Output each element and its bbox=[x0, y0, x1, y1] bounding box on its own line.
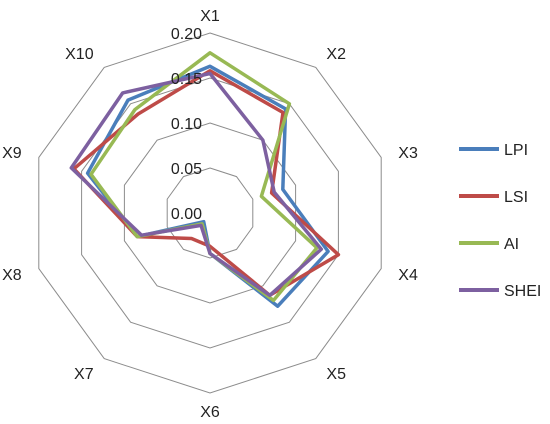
grid-ring-0 bbox=[166, 167, 254, 259]
tick-label: 0.15 bbox=[171, 71, 202, 88]
axis-label-x9: X9 bbox=[2, 145, 22, 162]
series-lpi-line bbox=[85, 64, 330, 308]
axis-label-x1: X1 bbox=[200, 8, 220, 25]
radial-ticks: 0.00 0.05 0.10 0.15 0.20 bbox=[171, 26, 202, 223]
tick-label: 0.05 bbox=[171, 161, 202, 178]
radar-series bbox=[69, 51, 341, 308]
legend-label-lpi: LPI bbox=[504, 142, 528, 159]
axis-label-x7: X7 bbox=[74, 366, 94, 383]
series-shei-line bbox=[69, 71, 324, 298]
radar-grid bbox=[38, 32, 382, 394]
axis-label-x6: X6 bbox=[200, 404, 220, 421]
axis-label-x10: X10 bbox=[65, 46, 94, 63]
legend-label-lsi: LSI bbox=[504, 189, 528, 206]
axis-label-x8: X8 bbox=[2, 267, 22, 284]
series-lsi-line bbox=[72, 69, 341, 298]
axis-label-x2: X2 bbox=[326, 46, 346, 63]
legend-label-shei: SHEI bbox=[504, 283, 541, 300]
tick-label: 0.00 bbox=[171, 206, 202, 223]
axis-labels: X1 X2 X3 X4 X5 X6 X7 X8 X9 X10 bbox=[2, 8, 418, 421]
axis-label-x4: X4 bbox=[398, 267, 418, 284]
axis-label-x3: X3 bbox=[398, 145, 418, 162]
tick-label: 0.10 bbox=[171, 116, 202, 133]
tick-label: 0.20 bbox=[171, 26, 202, 43]
grid-ring-3 bbox=[38, 32, 382, 394]
legend-label-ai: AI bbox=[504, 236, 519, 253]
legend: LPI LSI AI SHEI bbox=[459, 142, 541, 300]
grid-ring-1 bbox=[123, 122, 297, 304]
axis-label-x5: X5 bbox=[326, 366, 346, 383]
